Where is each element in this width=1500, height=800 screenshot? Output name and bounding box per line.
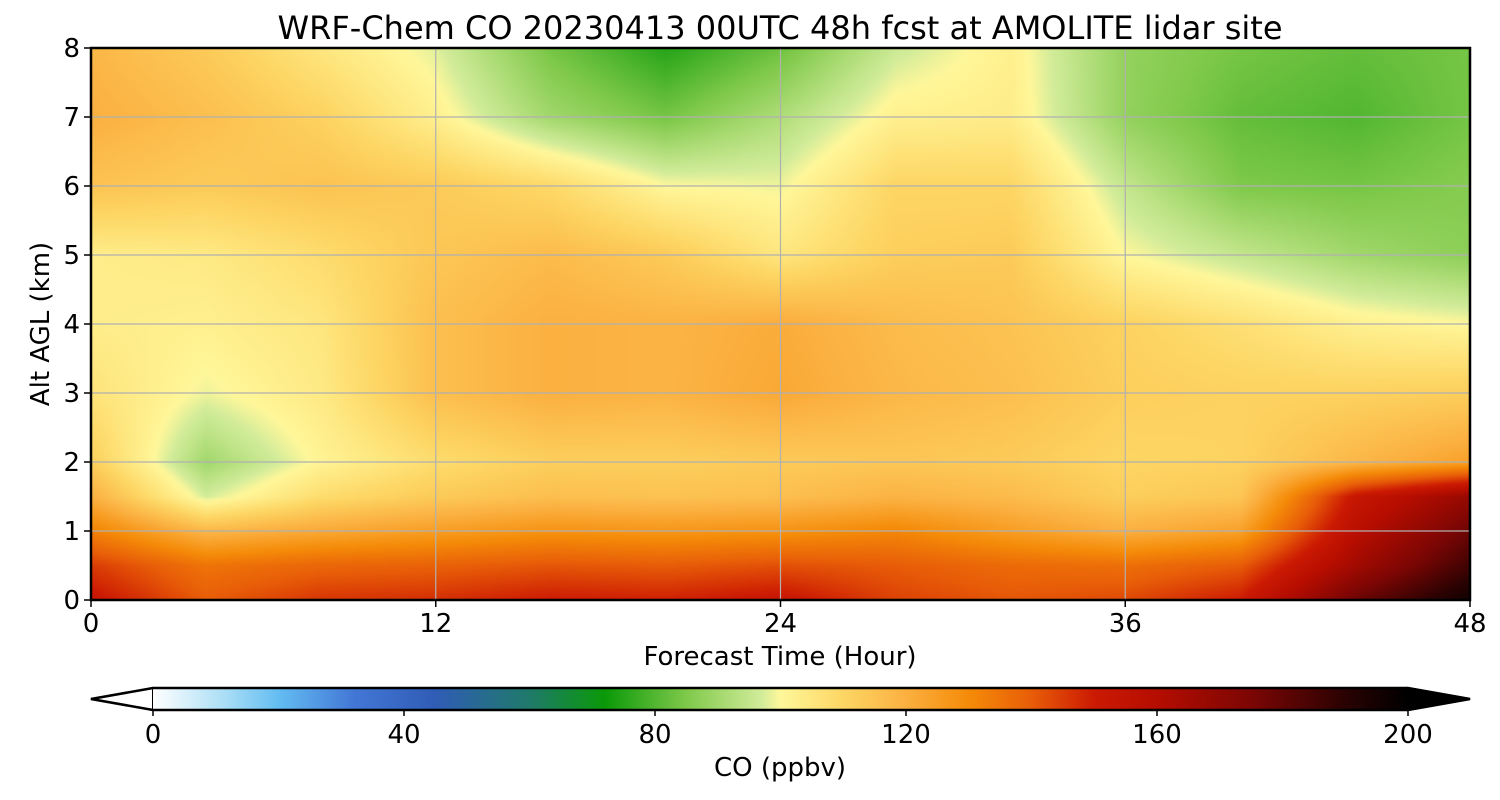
x-tick-label: 24 — [764, 609, 797, 639]
y-axis-label: Alt AGL (km) — [26, 242, 56, 406]
x-tick-label: 12 — [419, 609, 452, 639]
y-tick-label: 3 — [63, 379, 80, 409]
y-tick-label: 4 — [63, 310, 80, 340]
colorbar-label: CO (ppbv) — [714, 753, 846, 783]
colorbar-tick-label: 200 — [1383, 720, 1433, 750]
y-axis: 0 1 2 3 4 5 6 7 8 — [63, 34, 91, 616]
colorbar-under-extension — [90, 686, 154, 712]
x-tick-label: 48 — [1453, 609, 1486, 639]
colorbar-ticks: 0 40 80 120 160 200 — [145, 710, 1433, 750]
y-tick-label: 8 — [63, 34, 80, 64]
colorbar: 0 40 80 120 160 200 CO (ppbv) — [90, 686, 1471, 783]
colorbar-tick-label: 120 — [881, 720, 931, 750]
y-tick-label: 7 — [63, 103, 80, 133]
colorbar-over-extension — [1407, 686, 1471, 712]
x-tick-label: 0 — [83, 609, 100, 639]
colorbar-body — [153, 688, 1408, 710]
y-tick-label: 0 — [63, 586, 80, 616]
y-tick-label: 5 — [63, 241, 80, 271]
y-tick-label: 6 — [63, 172, 80, 202]
x-axis: 0 12 24 36 48 — [83, 600, 1487, 639]
colorbar-tick-label: 160 — [1132, 720, 1182, 750]
colorbar-tick-label: 80 — [638, 720, 671, 750]
colorbar-tick-label: 40 — [387, 720, 420, 750]
x-axis-label: Forecast Time (Hour) — [643, 642, 916, 672]
colorbar-tick-label: 0 — [145, 720, 162, 750]
x-tick-label: 36 — [1109, 609, 1142, 639]
chart-title: WRF-Chem CO 20230413 00UTC 48h fcst at A… — [277, 9, 1282, 47]
y-tick-label: 1 — [63, 517, 80, 547]
y-tick-label: 2 — [63, 448, 80, 478]
